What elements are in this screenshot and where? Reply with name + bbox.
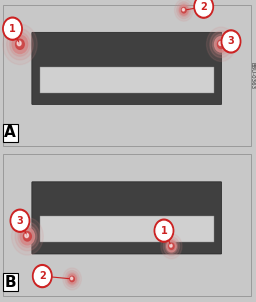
Circle shape [182, 8, 185, 11]
Circle shape [215, 37, 228, 52]
Text: B: B [4, 275, 16, 290]
Circle shape [34, 267, 50, 285]
Circle shape [12, 211, 28, 230]
Circle shape [167, 241, 176, 252]
Circle shape [20, 228, 35, 245]
Circle shape [67, 272, 78, 285]
Circle shape [212, 34, 230, 54]
Circle shape [223, 32, 239, 51]
Circle shape [207, 27, 236, 61]
Circle shape [17, 41, 21, 46]
FancyBboxPatch shape [3, 154, 251, 296]
Circle shape [63, 268, 81, 290]
Circle shape [68, 274, 76, 284]
Text: 2: 2 [200, 2, 207, 12]
Text: B8U-0363: B8U-0363 [250, 62, 255, 89]
Circle shape [196, 0, 212, 16]
Circle shape [180, 5, 188, 15]
Circle shape [194, 0, 214, 18]
Circle shape [163, 237, 180, 256]
Text: 3: 3 [228, 37, 234, 47]
Circle shape [221, 30, 241, 53]
Circle shape [217, 40, 225, 49]
Text: 3: 3 [17, 216, 23, 226]
Circle shape [175, 0, 193, 21]
Circle shape [5, 19, 20, 38]
Circle shape [3, 24, 37, 65]
Circle shape [70, 276, 74, 282]
Circle shape [210, 31, 232, 58]
Circle shape [10, 209, 30, 232]
Circle shape [71, 277, 73, 280]
Circle shape [65, 271, 79, 288]
Circle shape [177, 2, 191, 19]
Circle shape [10, 32, 30, 56]
Circle shape [182, 8, 186, 13]
Circle shape [12, 218, 43, 255]
Circle shape [15, 222, 40, 251]
FancyBboxPatch shape [40, 67, 214, 92]
Circle shape [165, 239, 178, 254]
Text: 1: 1 [161, 226, 167, 236]
Circle shape [18, 225, 37, 247]
FancyBboxPatch shape [32, 182, 222, 254]
Circle shape [154, 219, 174, 242]
Circle shape [3, 17, 22, 40]
Text: 2: 2 [39, 271, 46, 281]
Circle shape [161, 234, 182, 259]
FancyBboxPatch shape [32, 32, 222, 104]
Circle shape [23, 232, 31, 241]
Text: 1: 1 [9, 24, 16, 34]
Circle shape [156, 221, 172, 240]
Circle shape [33, 265, 52, 288]
Circle shape [12, 35, 28, 53]
Circle shape [219, 42, 222, 45]
Circle shape [169, 243, 174, 249]
Circle shape [7, 29, 33, 60]
Text: A: A [4, 125, 16, 140]
Circle shape [170, 244, 172, 247]
Circle shape [178, 4, 189, 17]
Circle shape [25, 233, 28, 238]
Circle shape [16, 39, 24, 49]
FancyBboxPatch shape [3, 5, 251, 146]
FancyBboxPatch shape [40, 217, 214, 242]
